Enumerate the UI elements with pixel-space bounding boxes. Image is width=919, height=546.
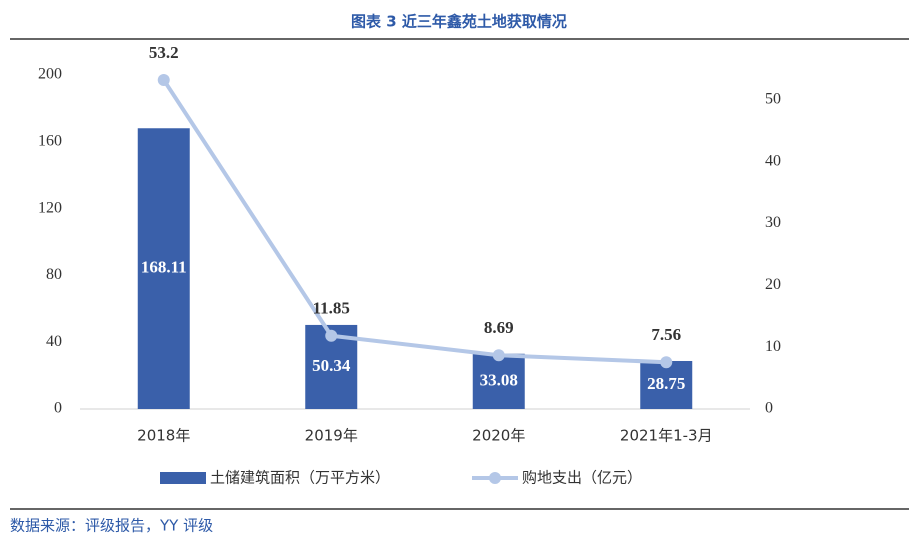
bar xyxy=(137,128,190,410)
bar-value-label: 50.34 xyxy=(312,356,351,375)
y-tick-label: 40 xyxy=(46,333,62,350)
legend-swatch xyxy=(160,472,206,484)
legend-label: 购地支出（亿元） xyxy=(522,469,642,487)
x-tick-label: 2021年1-3月 xyxy=(620,427,713,445)
y-tick-label: 160 xyxy=(38,132,62,149)
y-tick-label: 200 xyxy=(38,66,62,83)
x-tick-label: 2018年 xyxy=(137,427,190,445)
bar-value-label: 28.75 xyxy=(647,374,685,393)
line-value-label: 11.85 xyxy=(313,299,350,318)
y2-tick-label: 0 xyxy=(765,400,773,417)
bar xyxy=(472,353,525,409)
y2-tick-label: 30 xyxy=(765,214,781,231)
y-tick-label: 80 xyxy=(46,266,62,283)
y2-tick-label: 50 xyxy=(765,90,781,107)
line-point xyxy=(325,329,338,342)
y-tick-label: 120 xyxy=(38,199,62,216)
line-point xyxy=(492,349,505,362)
bar xyxy=(640,360,693,409)
y2-tick-label: 10 xyxy=(765,338,781,355)
bar-value-label: 168.11 xyxy=(141,258,187,277)
y2-tick-label: 20 xyxy=(765,276,781,293)
y-tick-label: 0 xyxy=(54,400,62,417)
y2-tick-label: 40 xyxy=(765,152,781,169)
bar-value-label: 33.08 xyxy=(480,370,518,389)
line-point xyxy=(660,356,673,369)
x-tick-label: 2019年 xyxy=(305,427,358,445)
line-point xyxy=(157,73,170,86)
line xyxy=(162,78,667,365)
line-value-label: 7.56 xyxy=(651,325,681,344)
legend-swatch xyxy=(489,472,501,484)
x-tick-label: 2020年 xyxy=(472,427,525,445)
line-value-label: 8.69 xyxy=(484,318,514,337)
line-value-label: 53.2 xyxy=(149,43,179,62)
chart-title: 图表 3 近三年鑫苑土地获取情况 xyxy=(351,13,567,31)
source: 数据来源：评级报告，YY 评级 xyxy=(10,517,213,535)
legend-label: 土储建筑面积（万平方米） xyxy=(210,469,390,487)
